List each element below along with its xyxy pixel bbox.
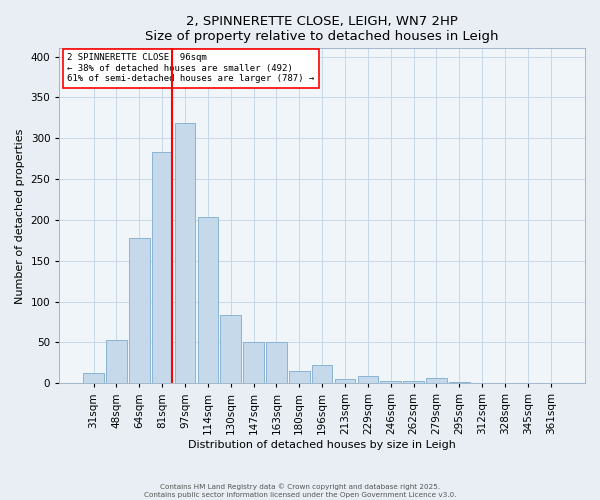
Bar	[335, 379, 355, 384]
X-axis label: Distribution of detached houses by size in Leigh: Distribution of detached houses by size …	[188, 440, 456, 450]
Y-axis label: Number of detached properties: Number of detached properties	[15, 128, 25, 304]
Bar	[220, 314, 241, 384]
Text: 2 SPINNERETTE CLOSE: 96sqm
← 38% of detached houses are smaller (492)
61% of sem: 2 SPINNERETTE CLOSE: 96sqm ← 38% of deta…	[67, 54, 314, 83]
Bar	[152, 152, 172, 384]
Text: Contains HM Land Registry data © Crown copyright and database right 2025.
Contai: Contains HM Land Registry data © Crown c…	[144, 484, 456, 498]
Bar	[175, 124, 195, 384]
Bar	[129, 238, 149, 384]
Bar	[403, 381, 424, 384]
Bar	[243, 342, 264, 384]
Title: 2, SPINNERETTE CLOSE, LEIGH, WN7 2HP
Size of property relative to detached house: 2, SPINNERETTE CLOSE, LEIGH, WN7 2HP Siz…	[145, 15, 499, 43]
Bar	[266, 342, 287, 384]
Bar	[289, 371, 310, 384]
Bar	[449, 382, 470, 384]
Bar	[197, 216, 218, 384]
Bar	[83, 372, 104, 384]
Bar	[312, 364, 332, 384]
Bar	[380, 381, 401, 384]
Bar	[358, 376, 378, 384]
Bar	[106, 340, 127, 384]
Bar	[426, 378, 447, 384]
